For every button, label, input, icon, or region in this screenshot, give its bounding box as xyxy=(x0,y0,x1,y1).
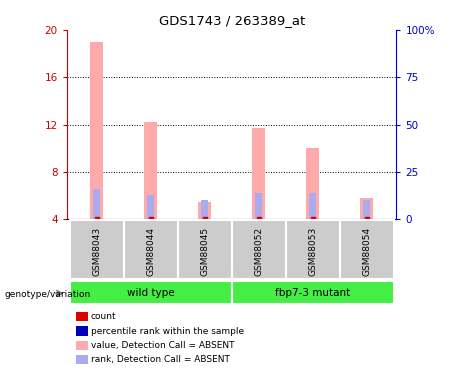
Bar xyxy=(363,200,371,219)
Bar xyxy=(90,42,103,219)
Text: genotype/variation: genotype/variation xyxy=(5,290,91,299)
Text: GSM88052: GSM88052 xyxy=(254,226,263,276)
Bar xyxy=(309,193,316,219)
Text: GSM88043: GSM88043 xyxy=(92,226,101,276)
Bar xyxy=(201,200,208,219)
Text: value, Detection Call = ABSENT: value, Detection Call = ABSENT xyxy=(91,341,234,350)
Text: fbp7-3 mutant: fbp7-3 mutant xyxy=(275,288,350,297)
Bar xyxy=(340,220,394,279)
Bar xyxy=(255,193,262,219)
Text: count: count xyxy=(91,312,117,321)
Text: wild type: wild type xyxy=(127,288,174,297)
Bar xyxy=(124,220,177,279)
Text: GSM88053: GSM88053 xyxy=(308,226,317,276)
Text: GSM88054: GSM88054 xyxy=(362,226,371,276)
Bar xyxy=(286,220,340,279)
Text: GSM88045: GSM88045 xyxy=(200,226,209,276)
Bar xyxy=(144,122,157,219)
Bar xyxy=(231,220,286,279)
Text: rank, Detection Call = ABSENT: rank, Detection Call = ABSENT xyxy=(91,355,230,364)
Bar xyxy=(231,280,394,304)
Text: GSM88044: GSM88044 xyxy=(146,226,155,276)
Bar xyxy=(360,198,373,219)
Bar xyxy=(198,202,212,219)
Bar xyxy=(70,220,124,279)
Text: percentile rank within the sample: percentile rank within the sample xyxy=(91,327,244,336)
Bar xyxy=(147,195,154,219)
Bar xyxy=(177,220,231,279)
Bar xyxy=(252,128,266,219)
Bar xyxy=(93,189,100,219)
Title: GDS1743 / 263389_at: GDS1743 / 263389_at xyxy=(159,15,305,27)
Bar xyxy=(306,148,319,219)
Bar xyxy=(70,280,231,304)
